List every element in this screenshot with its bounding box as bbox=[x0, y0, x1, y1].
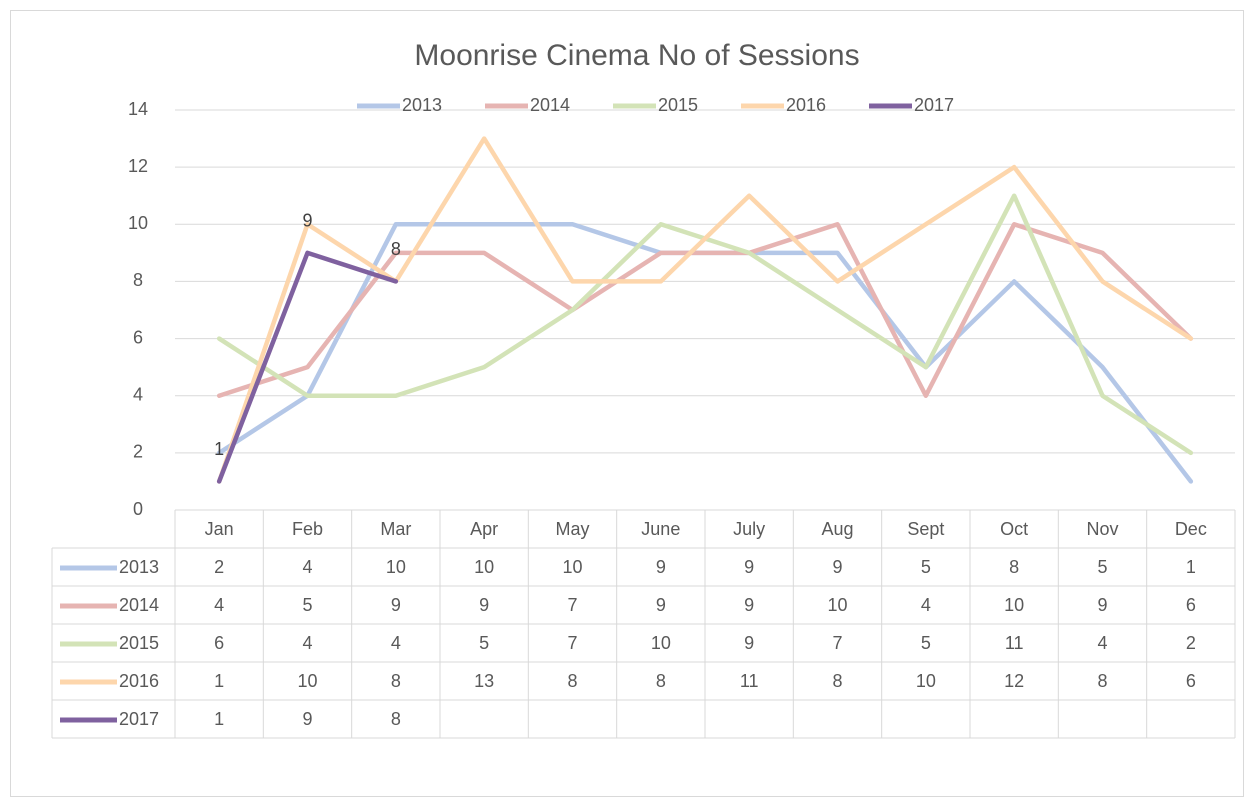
table-cell: 1 bbox=[214, 709, 224, 729]
table-cell: 4 bbox=[302, 557, 312, 577]
table-cell: 7 bbox=[567, 595, 577, 615]
y-tick-label: 6 bbox=[133, 327, 143, 347]
table-row-label: 2013 bbox=[119, 557, 159, 577]
legend-label: 2017 bbox=[914, 95, 954, 115]
table-cell: 8 bbox=[391, 671, 401, 691]
x-tick-label: Nov bbox=[1086, 519, 1118, 539]
x-tick-label: July bbox=[733, 519, 765, 539]
series-line bbox=[216, 250, 399, 484]
y-tick-label: 12 bbox=[128, 156, 148, 176]
table-cell: 10 bbox=[562, 557, 582, 577]
table-cell: 5 bbox=[479, 633, 489, 653]
table-cell: 9 bbox=[479, 595, 489, 615]
legend-label: 2014 bbox=[530, 95, 570, 115]
table-cell: 4 bbox=[391, 633, 401, 653]
y-tick-label: 2 bbox=[133, 442, 143, 462]
table-row-label: 2017 bbox=[119, 709, 159, 729]
x-tick-label: May bbox=[555, 519, 589, 539]
table-cell: 1 bbox=[1186, 557, 1196, 577]
x-tick-label: Mar bbox=[380, 519, 411, 539]
table-cell: 5 bbox=[921, 557, 931, 577]
x-tick-label: Feb bbox=[292, 519, 323, 539]
table-cell: 8 bbox=[567, 671, 577, 691]
table-cell: 10 bbox=[827, 595, 847, 615]
table-cell: 7 bbox=[567, 633, 577, 653]
x-tick-label: Apr bbox=[470, 519, 498, 539]
table-cell: 6 bbox=[1186, 671, 1196, 691]
table-cell: 10 bbox=[474, 557, 494, 577]
table-cell: 12 bbox=[1004, 671, 1024, 691]
table-cell: 2 bbox=[1186, 633, 1196, 653]
table-row-label: 2016 bbox=[119, 671, 159, 691]
table-cell: 8 bbox=[1009, 557, 1019, 577]
x-tick-label: Sept bbox=[907, 519, 944, 539]
table-cell: 4 bbox=[214, 595, 224, 615]
table-cell: 9 bbox=[656, 557, 666, 577]
table-cell: 8 bbox=[391, 709, 401, 729]
series-line bbox=[216, 136, 1194, 484]
table-cell: 8 bbox=[656, 671, 666, 691]
x-tick-label: Jan bbox=[205, 519, 234, 539]
chart-border bbox=[10, 10, 1244, 797]
table-cell: 9 bbox=[1097, 595, 1107, 615]
table-cell: 13 bbox=[474, 671, 494, 691]
legend-label: 2013 bbox=[402, 95, 442, 115]
x-tick-label: Dec bbox=[1175, 519, 1207, 539]
table-cell: 10 bbox=[386, 557, 406, 577]
table-cell: 11 bbox=[1005, 633, 1024, 653]
table-cell: 5 bbox=[302, 595, 312, 615]
table-cell: 9 bbox=[744, 557, 754, 577]
table-cell: 9 bbox=[744, 595, 754, 615]
y-tick-label: 0 bbox=[133, 499, 143, 519]
table-cell: 10 bbox=[1004, 595, 1024, 615]
x-tick-label: Oct bbox=[1000, 519, 1028, 539]
data-label: 8 bbox=[391, 239, 401, 259]
table-cell: 4 bbox=[921, 595, 931, 615]
y-tick-label: 14 bbox=[128, 99, 148, 119]
table-cell: 4 bbox=[1097, 633, 1107, 653]
table-cell: 11 bbox=[740, 671, 759, 691]
y-tick-label: 8 bbox=[133, 270, 143, 290]
table-cell: 7 bbox=[832, 633, 842, 653]
table-row-label: 2015 bbox=[119, 633, 159, 653]
legend-label: 2015 bbox=[658, 95, 698, 115]
table-cell: 6 bbox=[1186, 595, 1196, 615]
x-tick-label: June bbox=[641, 519, 680, 539]
table-cell: 1 bbox=[214, 671, 224, 691]
legend-label: 2016 bbox=[786, 95, 826, 115]
x-tick-label: Aug bbox=[821, 519, 853, 539]
chart-title: Moonrise Cinema No of Sessions bbox=[414, 39, 859, 72]
table-cell: 9 bbox=[744, 633, 754, 653]
table-row-label: 2014 bbox=[119, 595, 159, 615]
table-cell: 4 bbox=[302, 633, 312, 653]
table-cell: 9 bbox=[391, 595, 401, 615]
table-cell: 9 bbox=[832, 557, 842, 577]
data-label: 9 bbox=[302, 211, 312, 231]
y-tick-label: 10 bbox=[128, 213, 148, 233]
table-cell: 10 bbox=[651, 633, 671, 653]
table-cell: 9 bbox=[302, 709, 312, 729]
y-tick-label: 4 bbox=[133, 384, 143, 404]
table-cell: 6 bbox=[214, 633, 224, 653]
data-label: 1 bbox=[214, 439, 224, 459]
table-cell: 2 bbox=[214, 557, 224, 577]
table-cell: 5 bbox=[1097, 557, 1107, 577]
table-cell: 8 bbox=[832, 671, 842, 691]
table-cell: 8 bbox=[1097, 671, 1107, 691]
table-cell: 5 bbox=[921, 633, 931, 653]
table-cell: 10 bbox=[297, 671, 317, 691]
table-cell: 9 bbox=[656, 595, 666, 615]
table-cell: 10 bbox=[916, 671, 936, 691]
